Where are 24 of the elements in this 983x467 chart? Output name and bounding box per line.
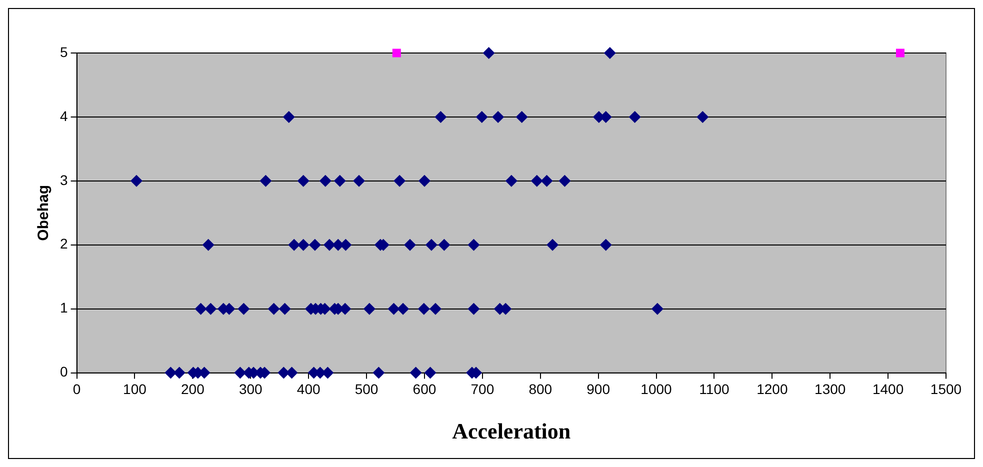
x-tick-label: 1400: [872, 381, 904, 398]
y-tick-label: 3: [60, 172, 68, 188]
x-tick-label: 400: [296, 381, 320, 398]
x-tick-label: 1200: [756, 381, 788, 398]
x-tick-label: 300: [238, 381, 263, 398]
y-tick-label: 1: [60, 300, 68, 316]
x-tick-label: 1100: [699, 381, 730, 398]
x-tick-label: 200: [181, 381, 205, 398]
x-tick-label: 1000: [640, 381, 672, 398]
x-axis-title: Acceleration: [452, 418, 571, 444]
x-tick-label: 100: [123, 381, 147, 398]
x-tick-label: 500: [354, 381, 378, 398]
x-tick-label: 800: [528, 381, 552, 398]
y-tick-label: 2: [60, 236, 68, 252]
y-tick-label: 4: [60, 108, 68, 124]
x-tick-label: 600: [412, 381, 436, 398]
x-tick-label: 0: [72, 381, 81, 398]
x-tick-label: 1300: [814, 381, 846, 398]
y-tick-label: 0: [60, 364, 68, 380]
x-tick-label: 700: [470, 381, 494, 398]
y-axis-title: Obehag: [35, 184, 52, 241]
x-tick-label: 1500: [930, 381, 962, 398]
x-tick-label: 900: [586, 381, 610, 398]
y-tick-label: 5: [60, 44, 68, 60]
